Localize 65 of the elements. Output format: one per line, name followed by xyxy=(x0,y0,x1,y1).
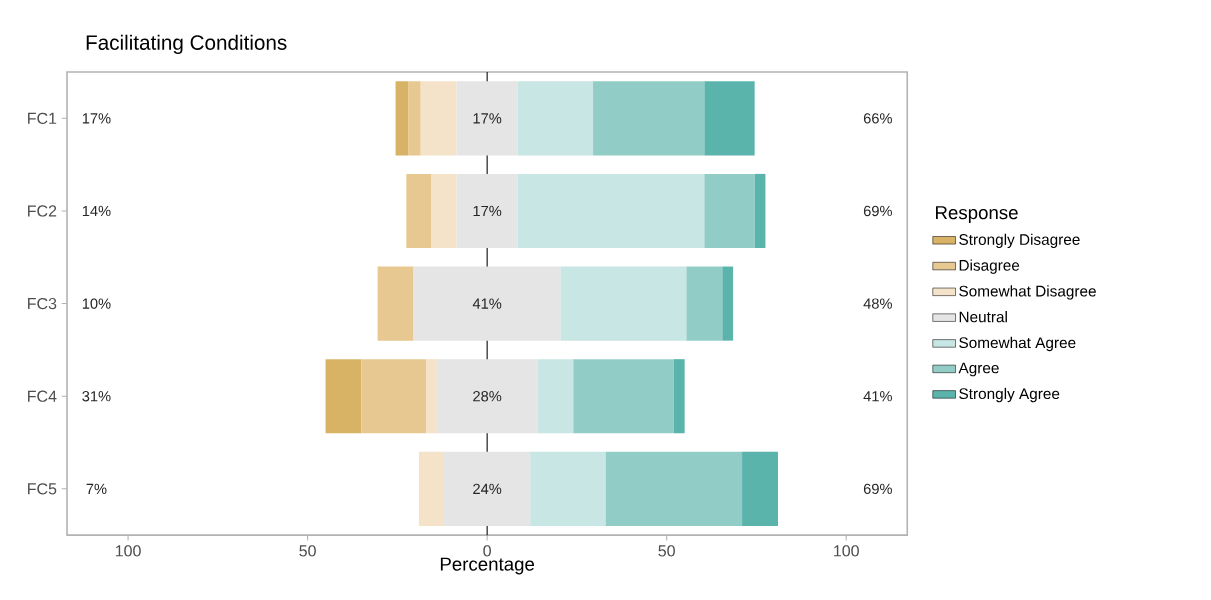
bar xyxy=(754,173,766,248)
bar xyxy=(704,81,755,156)
annotation: 41% xyxy=(863,391,892,402)
bar xyxy=(686,266,723,341)
bar xyxy=(420,81,457,156)
annotation: 7% xyxy=(86,483,107,494)
y-tick-label: FC4 xyxy=(28,390,57,402)
legend-label: Strongly Disagree xyxy=(959,233,1080,248)
bar xyxy=(418,451,445,526)
bar xyxy=(704,173,755,248)
data-label: 17% xyxy=(473,113,502,124)
bar xyxy=(722,266,734,341)
legend-label: Disagree xyxy=(959,259,1020,274)
annotation: 31% xyxy=(82,390,111,402)
bar xyxy=(361,359,427,434)
x-tick-label: 50 xyxy=(658,545,675,557)
x-tick-label: 0 xyxy=(483,545,491,557)
annotation: 66% xyxy=(863,113,892,124)
bar xyxy=(673,359,685,434)
chart-title: Facilitating Conditions xyxy=(86,34,287,54)
bar xyxy=(325,359,362,434)
data-label: 41% xyxy=(472,298,502,309)
annotation: 69% xyxy=(863,483,892,494)
bar xyxy=(377,266,414,341)
bar xyxy=(408,81,421,156)
bar xyxy=(560,266,687,341)
x-tick-label: 100 xyxy=(834,545,859,557)
bar xyxy=(436,359,538,434)
bar xyxy=(426,359,437,434)
data-label: 17% xyxy=(473,205,502,217)
annotation: 17% xyxy=(82,113,111,124)
x-tick-label: 50 xyxy=(299,545,316,557)
data-label: 28% xyxy=(473,390,502,402)
bar xyxy=(517,173,705,248)
legend-label: Somewhat Agree xyxy=(959,336,1076,352)
annotation: 69% xyxy=(863,205,892,217)
bar xyxy=(431,173,457,248)
bar xyxy=(573,359,674,434)
legend-label: Somewhat Disagree xyxy=(959,285,1096,300)
bar xyxy=(456,173,518,248)
y-tick-label: FC1 xyxy=(28,112,57,124)
bar xyxy=(593,81,705,156)
bar xyxy=(395,81,409,156)
legend-label: Agree xyxy=(958,362,999,377)
annotation: 10% xyxy=(82,298,111,309)
legend-title: Response xyxy=(936,206,1018,223)
bar xyxy=(517,81,594,156)
bar xyxy=(456,81,518,156)
bar xyxy=(413,266,561,341)
x-tick-label: 100 xyxy=(115,545,141,557)
legend-label: Neutral xyxy=(959,311,1007,323)
bar xyxy=(537,359,574,434)
bar xyxy=(444,451,531,526)
bar xyxy=(530,451,606,526)
bar xyxy=(406,173,432,248)
data-label: 24% xyxy=(473,483,502,494)
annotation: 48% xyxy=(863,298,892,309)
y-tick-label: FC2 xyxy=(28,205,57,217)
x-axis-title: Percentage xyxy=(440,557,535,575)
legend-label: Strongly Agree xyxy=(959,387,1060,403)
bar xyxy=(742,451,778,526)
y-tick-label: FC5 xyxy=(28,483,57,495)
annotation: 14% xyxy=(82,205,111,217)
y-tick-label: FC3 xyxy=(28,297,57,310)
bar xyxy=(605,451,743,526)
